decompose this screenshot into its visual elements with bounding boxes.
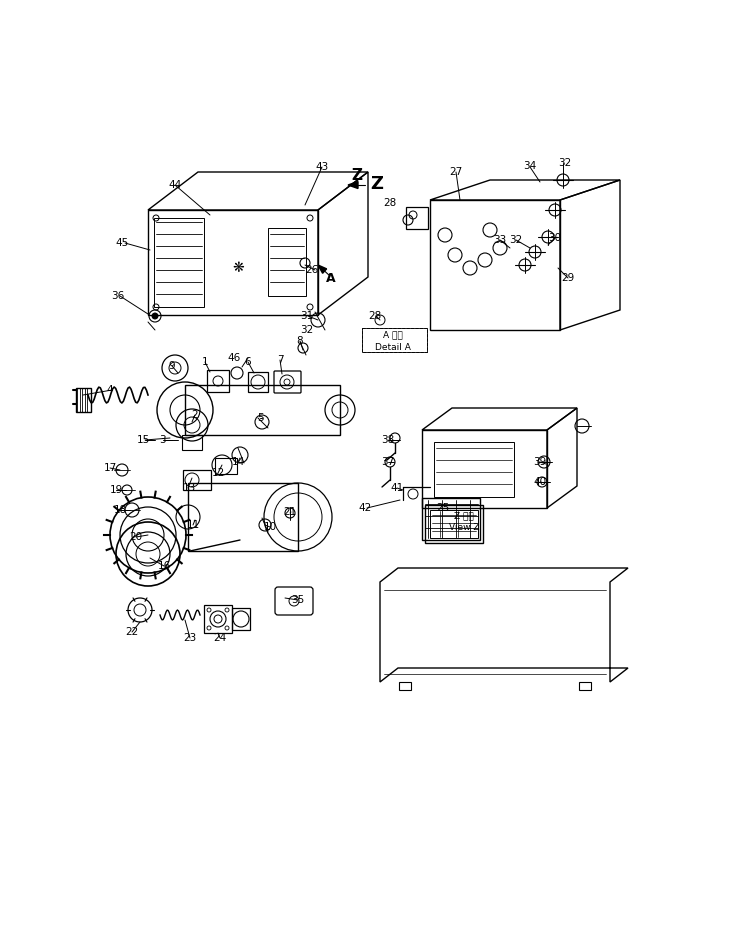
Text: 17: 17	[103, 463, 117, 473]
Text: 19: 19	[109, 485, 123, 495]
Bar	[430, 200, 560, 330]
Bar	[185, 385, 340, 435]
Text: Z 瞢印: Z 瞢印	[454, 511, 474, 521]
Polygon shape	[348, 181, 358, 189]
Bar	[425, 505, 483, 543]
Text: 46: 46	[227, 353, 241, 363]
Bar	[422, 498, 480, 540]
Bar	[76, 388, 91, 412]
Text: 2: 2	[192, 410, 198, 420]
Bar	[579, 682, 591, 690]
Text: 5: 5	[257, 413, 263, 423]
Text: 14: 14	[232, 457, 244, 467]
Bar	[215, 458, 237, 474]
Text: 26: 26	[306, 265, 319, 275]
Text: 34: 34	[524, 161, 536, 171]
Text: 11: 11	[186, 520, 199, 530]
Bar	[362, 328, 427, 352]
Bar	[148, 210, 318, 315]
Text: A 詳細: A 詳細	[383, 330, 403, 339]
Text: View Z: View Z	[449, 523, 480, 533]
Bar	[204, 605, 232, 633]
Text: Detail A: Detail A	[375, 343, 411, 353]
Text: 29: 29	[562, 273, 574, 283]
Text: 40: 40	[533, 477, 547, 487]
Text: 16: 16	[158, 561, 170, 571]
Text: 8: 8	[297, 336, 303, 346]
Text: 23: 23	[183, 633, 196, 643]
Text: 45: 45	[115, 238, 128, 248]
Bar	[406, 207, 428, 229]
Text: 22: 22	[125, 627, 139, 637]
Text: 13: 13	[182, 483, 196, 493]
Text: 35: 35	[291, 595, 305, 605]
Text: Z: Z	[352, 168, 362, 183]
Text: 31: 31	[300, 311, 314, 321]
Bar	[268, 228, 306, 296]
Bar	[248, 372, 268, 392]
Text: 15: 15	[137, 435, 149, 445]
Text: 32: 32	[558, 158, 571, 168]
Text: 9: 9	[169, 361, 176, 371]
Text: 39: 39	[533, 457, 547, 467]
Polygon shape	[318, 265, 326, 273]
Text: 43: 43	[315, 162, 329, 172]
Text: 4: 4	[107, 385, 114, 395]
Text: 1: 1	[202, 357, 208, 367]
Bar	[183, 470, 211, 490]
Bar	[422, 430, 547, 508]
Text: 30: 30	[548, 233, 562, 243]
Text: 25: 25	[436, 503, 450, 513]
Text: ❋: ❋	[232, 260, 244, 274]
Text: 41: 41	[391, 483, 403, 493]
Text: A: A	[326, 272, 336, 285]
Text: 7: 7	[276, 355, 283, 365]
Text: 20: 20	[129, 532, 143, 542]
Text: 10: 10	[264, 522, 276, 532]
Bar	[362, 328, 427, 352]
Bar	[430, 510, 478, 538]
Circle shape	[152, 313, 158, 319]
Text: 3: 3	[158, 435, 165, 445]
Text: 12: 12	[211, 468, 225, 478]
Bar	[188, 483, 298, 551]
Text: 32: 32	[509, 235, 523, 245]
Text: 18: 18	[114, 505, 127, 515]
Text: 42: 42	[359, 503, 371, 513]
Text: 37: 37	[382, 457, 394, 467]
Bar	[399, 682, 411, 690]
Bar	[182, 435, 202, 450]
Bar	[207, 370, 229, 392]
Text: 36: 36	[111, 291, 125, 301]
Bar	[154, 218, 204, 307]
Text: Z: Z	[370, 175, 383, 193]
Bar	[232, 608, 250, 630]
Text: 32: 32	[300, 325, 314, 335]
Text: 38: 38	[382, 435, 394, 445]
Text: 28: 28	[368, 311, 382, 321]
Bar	[434, 442, 514, 497]
Text: 21: 21	[283, 507, 297, 517]
Text: 24: 24	[214, 633, 226, 643]
Text: 28: 28	[383, 198, 397, 208]
Text: 44: 44	[168, 180, 182, 190]
Text: 33: 33	[493, 235, 506, 245]
Text: 27: 27	[450, 167, 462, 177]
Text: 6: 6	[245, 357, 251, 367]
